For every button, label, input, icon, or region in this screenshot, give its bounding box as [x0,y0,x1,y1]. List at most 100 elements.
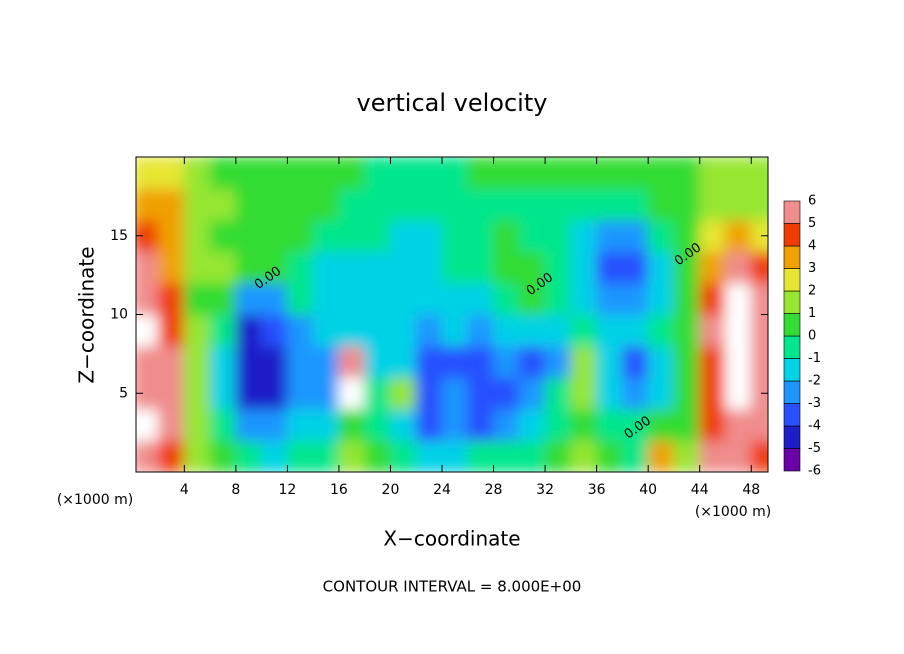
cell [699,157,726,189]
cell [647,345,675,378]
cell [596,282,623,315]
cell [596,157,623,189]
chart-title: vertical velocity [357,89,548,117]
cell [570,282,598,315]
cell [570,251,598,284]
cell [673,157,701,189]
cell [415,251,443,284]
cell [518,282,546,315]
cell [621,314,649,347]
cell [136,345,160,378]
cell [261,345,288,378]
cell [235,282,263,315]
cell [183,157,211,189]
cell [209,282,237,315]
cell [183,219,211,252]
cell [493,251,520,284]
cell [570,188,598,221]
cell [724,251,752,284]
cell [158,157,185,189]
cell [647,377,675,410]
cell [647,157,675,189]
colorbar-label: 5 [808,216,816,231]
cell [518,251,546,284]
cell [493,345,520,378]
cell [724,219,752,252]
cell [364,251,391,284]
cell [158,219,185,252]
colorbar-label: -2 [808,374,821,389]
cell [286,219,314,252]
cell [364,188,391,221]
cell [312,377,340,410]
cell [209,314,237,347]
cell [467,157,495,189]
cell [621,251,649,284]
cell [570,157,598,189]
cell [518,440,546,472]
cell [286,251,314,284]
cell [699,345,726,378]
x-tick-label: 4 [180,482,189,498]
cell [136,377,160,410]
cell [158,377,185,410]
cell [596,251,623,284]
cell [286,377,314,410]
cell [312,440,340,472]
colorbar-label: 4 [808,239,816,254]
cell [235,440,263,472]
cell [699,377,726,410]
cell [136,188,160,221]
cell [415,188,443,221]
cell [699,219,726,252]
cell [235,314,263,347]
cell [158,345,185,378]
cell [467,408,495,441]
cell [286,157,314,189]
cell [467,188,495,221]
y-tick-label: 15 [110,228,128,244]
cell [621,188,649,221]
cell [699,314,726,347]
cell [338,408,366,441]
field [136,157,768,472]
cell [570,408,598,441]
x-tick-label: 36 [588,482,606,498]
cell [312,251,340,284]
cell [596,408,623,441]
x-tick-label: 16 [330,482,348,498]
cell [209,188,237,221]
cell [699,188,726,221]
cell [673,251,701,284]
cell [750,251,768,284]
cell [183,282,211,315]
cell [235,345,263,378]
cell [136,408,160,441]
cell [570,314,598,347]
cell [183,251,211,284]
cell [750,157,768,189]
cell [596,377,623,410]
cell [621,157,649,189]
cell [183,188,211,221]
cell [415,345,443,378]
cell [621,219,649,252]
cell [673,345,701,378]
cell [415,377,443,410]
cell [338,251,366,284]
cell [596,219,623,252]
cell [493,377,520,410]
cell [261,377,288,410]
colorbar-swatch [783,313,801,337]
cell [389,157,417,189]
cell [493,219,520,252]
cell [467,314,495,347]
cell [183,314,211,347]
colorbar-label: 2 [808,284,816,299]
cell [209,251,237,284]
cell [338,188,366,221]
cell [493,157,520,189]
cell [647,314,675,347]
cell [136,314,160,347]
colorbar-swatch [783,268,801,292]
